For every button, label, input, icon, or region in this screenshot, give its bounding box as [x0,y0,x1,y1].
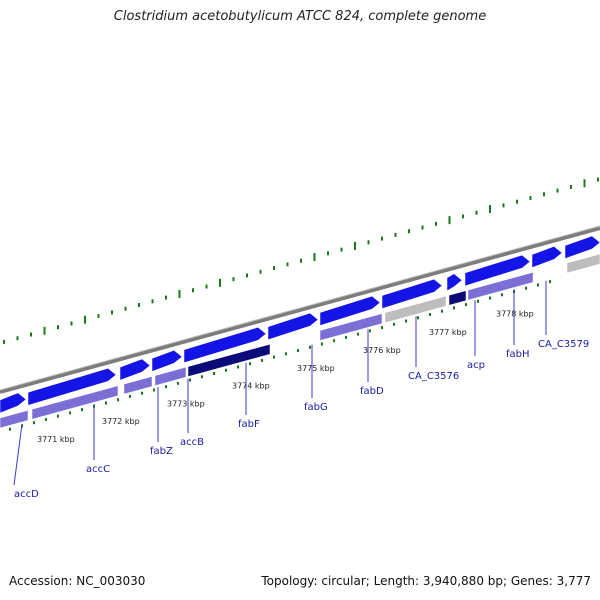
cds-forward [464,254,531,287]
gene-label-accC: accC [86,464,110,475]
cds-forward [381,278,443,309]
cds-forward [151,349,183,372]
gene-label-accD: accD [14,489,39,500]
gene-label-CA_C3576: CA_C3576 [408,371,459,382]
cds-forward [183,327,267,364]
gene-label-accB: accB [180,437,204,448]
cds-lower [448,290,467,306]
cds-forward [0,392,27,414]
cds-forward [119,358,151,381]
kbp-label: 3771 kbp [37,435,75,444]
cds-lower [187,343,271,377]
genome-summary-text: Topology: circular; Length: 3,940,880 bp… [261,574,591,588]
cds-forward [267,312,319,341]
cds-forward [319,295,381,326]
gc-skew-inner-track [9,280,551,431]
gene-label-fabG: fabG [304,402,328,413]
forward-cds-track [0,235,600,414]
cds-lower [31,385,119,420]
cds-lower [123,376,153,395]
cds-forward [27,368,117,406]
cds-forward [446,273,463,292]
gc-skew-outer-track [3,177,599,344]
kbp-label: 3778 kbp [496,310,534,319]
gene-label-fabZ: fabZ [150,446,173,457]
backbone-line [0,226,600,394]
map-title: Clostridium acetobutylicum ATCC 824, com… [113,9,487,24]
accession-text: Accession: NC_003030 [9,574,146,588]
gene-label-fabH: fabH [506,349,530,360]
lower-cds-track [0,253,600,429]
cds-lower [384,295,447,324]
cds-forward [531,246,563,268]
cds-lower [319,313,383,341]
kbp-label: 3772 kbp [102,417,140,426]
gene-label-fabD: fabD [360,386,384,397]
cds-lower [0,410,29,429]
kbp-label: 3776 kbp [363,346,401,355]
cds-lower [154,366,187,386]
label-leader [13,423,23,486]
kbp-label: 3775 kbp [297,364,335,373]
cds-lower [566,253,600,274]
kbp-label: 3777 kbp [429,328,467,337]
gene-labels: accD accC fabZ accB fabF fabG fabD CA_C3576 acp f… [13,280,589,500]
gene-label-fabF: fabF [238,419,260,430]
backbone-highlight [0,225,600,391]
kbp-scale: 3771 kbp 3772 kbp 3773 kbp 3774 kbp 3775 kbp… [37,310,534,444]
genome-backbone [0,225,600,394]
gene-label-CA_C3579: CA_C3579 [538,339,589,350]
kbp-label: 3774 kbp [232,382,270,391]
gene-label-acp: acp [467,360,485,371]
cds-lower [467,271,534,301]
cds-forward [564,235,600,259]
kbp-label: 3773 kbp [167,399,205,408]
